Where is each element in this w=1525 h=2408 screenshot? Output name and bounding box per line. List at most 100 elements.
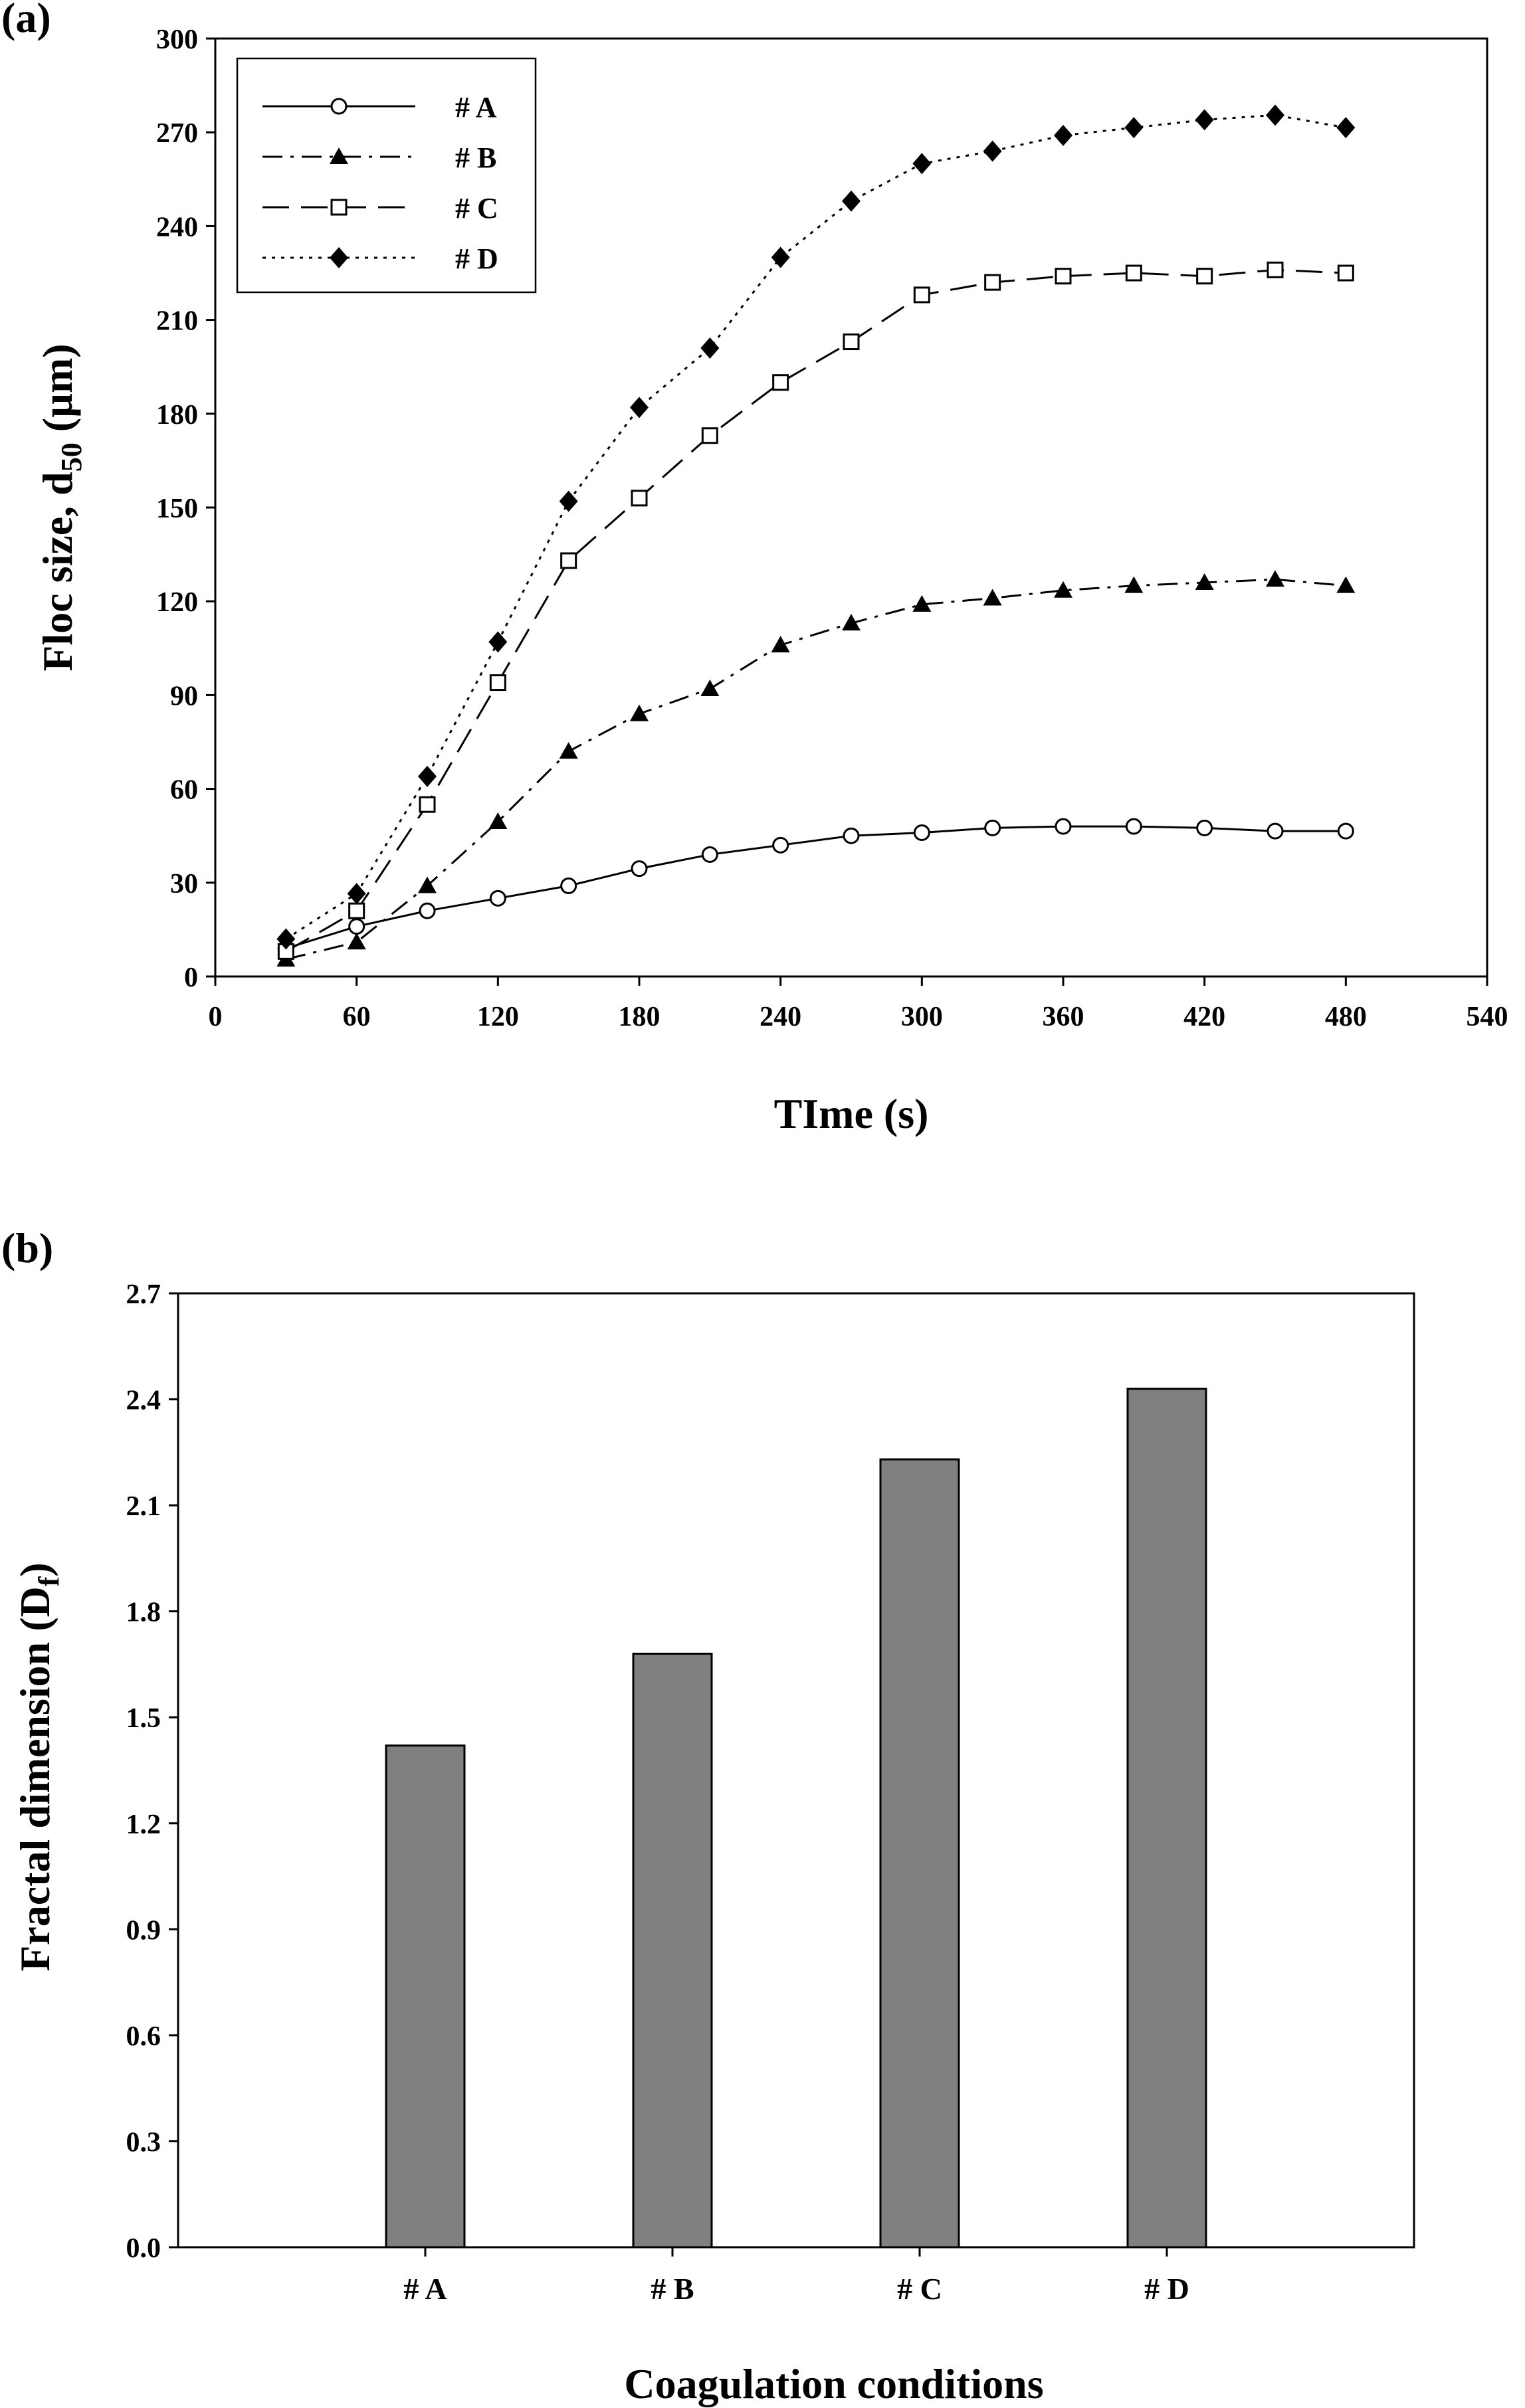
series-2	[277, 261, 1354, 960]
data-point	[1196, 819, 1213, 836]
x-tick-label: 420	[1183, 1002, 1225, 1032]
y-tick-label: 0.3	[126, 2127, 161, 2158]
x-tick-label: # D	[1144, 2272, 1189, 2306]
x-tick-label: # C	[897, 2272, 942, 2306]
data-point	[489, 674, 506, 692]
legend-marker	[330, 147, 348, 164]
data-point	[700, 679, 720, 696]
data-point	[347, 883, 366, 905]
data-point	[1195, 109, 1214, 131]
data-point	[1196, 268, 1213, 285]
y-tick-label: 60	[170, 775, 198, 806]
data-point	[1267, 261, 1284, 278]
data-point	[701, 427, 718, 444]
x-tick-label: 300	[901, 1002, 943, 1032]
panel-a-line-chart: (a) 0 60 120 180 240 300 360 420 480 540 0 30 60 90 12…	[1, 0, 1508, 1137]
panel-label-a: (a)	[1, 0, 51, 41]
data-point	[559, 490, 578, 512]
data-point	[1337, 822, 1354, 840]
x-tick-label: # B	[651, 2272, 694, 2306]
axis-ticks-a: 0 60 120 180 240 300 360 420 480 540 0 30 60 90 120 150…	[156, 25, 1508, 1032]
data-point	[983, 140, 1002, 162]
data-point	[983, 589, 1002, 606]
data-point	[489, 889, 506, 907]
data-point	[913, 824, 930, 841]
bar	[879, 1458, 960, 2249]
data-point	[1055, 818, 1072, 835]
y-tick-label: 240	[156, 212, 198, 242]
data-point	[912, 153, 932, 175]
legend-marker	[330, 98, 348, 115]
legend-label: # B	[455, 141, 496, 174]
data-point	[348, 918, 365, 935]
y-axis-title-a: Floc size, d50 (µm)	[34, 343, 88, 671]
y-axis-title-a-unit: (µm)	[34, 343, 81, 442]
x-tick-label: 540	[1467, 1002, 1508, 1032]
y-tick-label: 0.6	[126, 2021, 161, 2052]
series-group-a	[276, 104, 1356, 967]
data-point	[1266, 570, 1284, 587]
data-point	[842, 614, 861, 631]
x-tick-label: 360	[1043, 1002, 1084, 1032]
x-tick-label: 0	[209, 1002, 223, 1032]
data-point	[560, 552, 577, 569]
series-0	[277, 818, 1354, 957]
y-tick-label: 0.0	[126, 2233, 161, 2264]
data-point	[700, 337, 720, 359]
data-point	[984, 819, 1001, 836]
data-point	[843, 827, 860, 844]
x-tick-label: 240	[760, 1002, 801, 1032]
y-tick-label: 270	[156, 118, 198, 149]
bars-b	[385, 1388, 1207, 2249]
data-point	[488, 812, 508, 830]
bar	[632, 1652, 713, 2249]
data-point	[630, 704, 649, 721]
y-tick-label: 30	[170, 869, 198, 899]
series-1	[276, 570, 1356, 967]
data-point	[1266, 104, 1284, 126]
data-point	[771, 636, 790, 653]
legend-a: # A # B # C # D	[236, 57, 537, 294]
data-point	[984, 274, 1001, 291]
legend-label: # D	[455, 242, 498, 275]
legend-marker	[330, 199, 348, 216]
data-point	[772, 374, 789, 391]
data-point	[1336, 576, 1356, 593]
data-point	[488, 631, 508, 653]
data-point	[348, 902, 365, 919]
data-point	[1054, 581, 1072, 598]
data-point	[347, 933, 366, 950]
panel-b-bar-chart: (b) 0.0 0.3 0.6 0.9 1.2 1.5 1.8 2.1 2.4 2.7 # A # B…	[1, 1224, 1415, 2407]
y-tick-label: 150	[156, 494, 198, 524]
y-tick-label: 2.1	[126, 1491, 161, 1522]
data-point	[419, 796, 436, 813]
series-line	[285, 825, 1346, 950]
data-point	[701, 846, 718, 863]
data-point	[560, 878, 577, 895]
data-point	[1054, 124, 1072, 146]
y-tick-label: 2.4	[126, 1386, 161, 1416]
legend-marker	[330, 247, 348, 268]
x-tick-label: 60	[343, 1002, 371, 1032]
data-point	[913, 286, 930, 304]
x-tick-label: 120	[477, 1002, 519, 1032]
y-axis-title-b-subscript: f	[33, 1576, 65, 1586]
data-point	[1125, 264, 1142, 282]
x-tick-label: 480	[1325, 1002, 1367, 1032]
y-tick-label: 180	[156, 400, 198, 430]
x-tick-label: 180	[619, 1002, 661, 1032]
data-point	[1055, 268, 1072, 285]
plot-area-frame-b	[177, 1292, 1415, 2249]
bar	[385, 1744, 466, 2249]
data-point	[1336, 117, 1356, 139]
data-point	[419, 902, 436, 919]
bar	[1126, 1388, 1207, 2249]
y-tick-label: 0	[184, 963, 198, 993]
y-tick-label: 90	[170, 681, 198, 711]
data-point	[1267, 822, 1284, 840]
axis-ticks-b: 0.0 0.3 0.6 0.9 1.2 1.5 1.8 2.1 2.4 2.7 # A # B # C #…	[126, 1279, 1189, 2306]
y-axis-title-b-text: Fractal dimension (D	[11, 1586, 58, 1972]
data-point	[630, 397, 649, 418]
legend-label: # A	[455, 91, 497, 124]
